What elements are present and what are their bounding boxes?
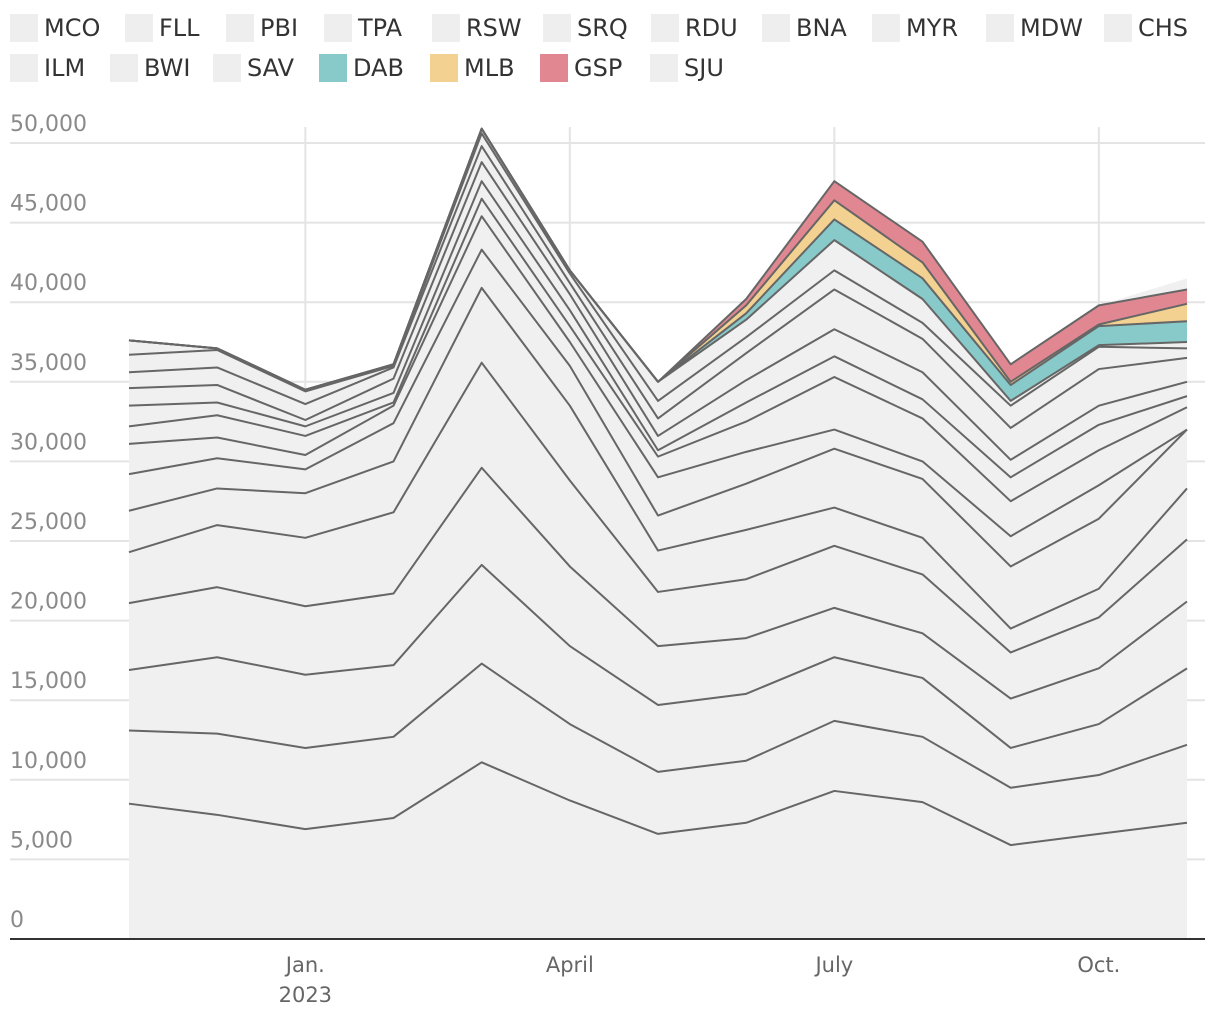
area-line (128, 161, 1188, 461)
legend-label: TPA (357, 14, 403, 42)
legend-swatch (10, 54, 38, 82)
legend-swatch (10, 14, 38, 42)
area-line (128, 127, 1188, 391)
area-line (128, 132, 1188, 407)
legend-swatch (1104, 14, 1132, 42)
legend-swatch (762, 14, 790, 42)
legend-label: MYR (906, 14, 958, 42)
legend-label: GSP (574, 54, 622, 82)
area (129, 287, 1187, 653)
legend-swatch (213, 54, 241, 82)
area-line (128, 197, 1188, 503)
area-line (128, 563, 1188, 749)
legend-swatch (986, 14, 1014, 42)
legend-swatch (125, 14, 153, 42)
y-tick-label: 0 (10, 908, 24, 933)
legend-swatch (540, 54, 568, 82)
area-line (128, 215, 1188, 538)
legend-swatch (430, 54, 458, 82)
area (129, 128, 1187, 390)
legend-label: BNA (796, 14, 847, 42)
legend-label: MLB (464, 54, 515, 82)
area (129, 198, 1187, 537)
area-line (128, 127, 1188, 391)
legend-label: DAB (353, 54, 404, 82)
x-tick-label: Jan. (284, 953, 325, 977)
x-tick-label: July (813, 953, 853, 977)
y-tick-label: 50,000 (10, 112, 87, 137)
y-tick-label: 40,000 (10, 271, 87, 296)
legend-label: BWI (144, 54, 190, 82)
area-line (128, 127, 1188, 391)
legend-label: SJU (684, 54, 724, 82)
area (129, 762, 1187, 939)
legend-label: SAV (247, 54, 295, 82)
y-tick-label: 30,000 (10, 430, 87, 455)
y-tick-label: 25,000 (10, 510, 87, 535)
area (129, 128, 1187, 390)
x-year-label: 2023 (279, 983, 332, 1007)
legend-swatch (543, 14, 571, 42)
area-line (128, 361, 1188, 654)
y-tick-label: 10,000 (10, 749, 87, 774)
area-line (128, 180, 1188, 479)
areas (128, 127, 1188, 939)
legend-label: RSW (466, 14, 522, 42)
area (129, 663, 1187, 846)
y-tick-label: 15,000 (10, 669, 87, 694)
legend-label: RDU (685, 14, 738, 42)
x-tick-label: Oct. (1077, 953, 1120, 977)
area-line (128, 662, 1188, 789)
legend-swatch (432, 14, 460, 42)
y-tick-label: 45,000 (10, 192, 87, 217)
legend-label: MCO (44, 14, 100, 42)
area-line (128, 466, 1188, 700)
legend-swatch (319, 54, 347, 82)
area (129, 564, 1187, 788)
legend-swatch (651, 14, 679, 42)
y-tick-label: 35,000 (10, 351, 87, 376)
y-tick-label: 20,000 (10, 590, 87, 615)
legend-swatch (872, 14, 900, 42)
legend-label: SRQ (577, 14, 628, 42)
x-tick-label: April (546, 953, 594, 977)
area (129, 249, 1187, 629)
area (129, 128, 1187, 390)
legend-label: CHS (1138, 14, 1188, 42)
legend-swatch (110, 54, 138, 82)
area-line (128, 286, 1188, 630)
legend-label: FLL (159, 14, 200, 42)
legend-swatch (650, 54, 678, 82)
legend-label: MDW (1020, 14, 1083, 42)
legend-label: ILM (44, 54, 85, 82)
area-line (128, 761, 1188, 847)
area (129, 362, 1187, 699)
y-tick-label: 5,000 (10, 828, 73, 853)
area-line (128, 145, 1188, 429)
legend-label: PBI (260, 14, 298, 42)
legend-swatch (226, 14, 254, 42)
area-line (128, 248, 1188, 568)
legend-swatch (324, 14, 352, 42)
